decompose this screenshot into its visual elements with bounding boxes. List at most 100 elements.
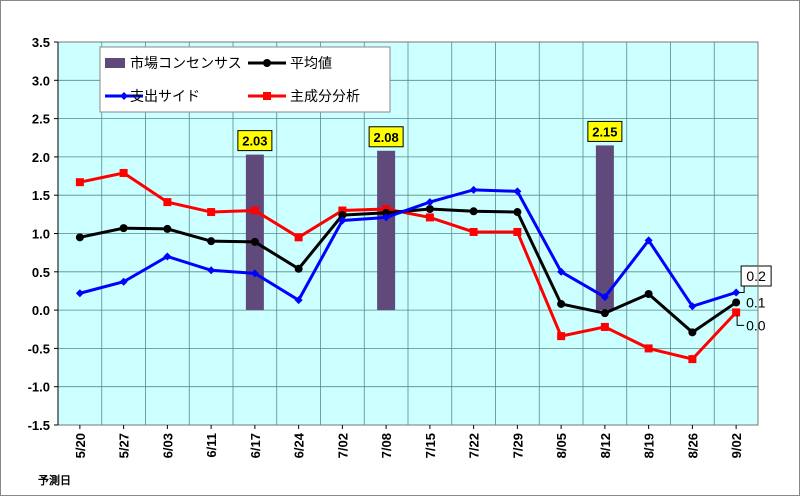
- x-tick-label: 7/15: [423, 433, 438, 458]
- point-marker: [338, 216, 347, 225]
- point-marker: [469, 227, 478, 236]
- point-marker: [338, 211, 347, 220]
- consensus-bar: [377, 150, 396, 311]
- point-marker: [732, 298, 741, 307]
- point-marker: [600, 322, 609, 331]
- point-marker: [600, 309, 609, 318]
- point-marker: [163, 224, 172, 233]
- x-tick-label: 6/11: [204, 433, 219, 458]
- end-label-expenditure: 0.2: [746, 268, 766, 284]
- end-label-average: 0.1: [746, 294, 766, 310]
- x-tick-label: 6/24: [292, 432, 307, 458]
- point-marker: [207, 237, 216, 246]
- point-marker: [644, 344, 653, 353]
- point-marker: [250, 269, 259, 278]
- legend: 市場コンセンサス 平均値 支出サイド 主成分分析: [99, 46, 391, 113]
- x-tick-label: 5/20: [73, 433, 88, 458]
- point-marker: [688, 355, 697, 364]
- y-tick-label: 2.5: [32, 112, 50, 127]
- point-marker: [119, 277, 128, 286]
- y-tick-label: 1.5: [32, 188, 50, 203]
- point-marker: [120, 92, 128, 100]
- y-tick-label: 3.5: [32, 35, 50, 50]
- bar-label-box: [237, 130, 273, 152]
- consensus-bar: [245, 154, 264, 311]
- point-marker: [644, 290, 653, 299]
- point-marker: [294, 233, 303, 242]
- point-marker: [513, 227, 522, 236]
- x-tick-label: 7/22: [467, 433, 482, 458]
- x-tick-label: 9/02: [729, 433, 744, 458]
- point-marker: [557, 299, 566, 308]
- point-marker: [425, 198, 434, 207]
- point-marker: [644, 236, 653, 245]
- point-marker: [75, 178, 84, 187]
- point-marker: [75, 289, 84, 298]
- legend-label-consensus: 市場コンセンサス: [130, 55, 242, 72]
- legend-label-average: 平均値: [290, 56, 332, 72]
- point-marker: [382, 208, 391, 217]
- end-label-box: [740, 265, 772, 287]
- bar-data-label: 2.03: [242, 134, 267, 149]
- point-marker: [163, 198, 172, 207]
- point-marker: [263, 59, 271, 67]
- point-marker: [119, 168, 128, 177]
- x-tick-label: 6/03: [160, 433, 175, 458]
- point-marker: [513, 187, 522, 196]
- point-marker: [75, 233, 84, 242]
- legend-swatch-consensus: [105, 58, 125, 68]
- x-tick-label: 6/17: [248, 433, 263, 458]
- x-tick-label: 5/27: [117, 433, 132, 458]
- point-marker: [382, 213, 391, 222]
- bar-data-label: 2.15: [592, 124, 617, 139]
- point-marker: [425, 213, 434, 222]
- point-marker: [557, 332, 566, 341]
- point-marker: [250, 206, 259, 215]
- point-marker: [207, 266, 216, 275]
- point-marker: [163, 252, 172, 261]
- y-tick-label: -1.0: [28, 380, 50, 395]
- y-tick-label: -1.5: [28, 418, 50, 433]
- point-marker: [513, 208, 522, 217]
- series-line-2: [79, 171, 738, 361]
- point-marker: [469, 207, 478, 216]
- point-marker: [294, 264, 303, 273]
- point-marker: [469, 185, 478, 194]
- y-tick-label: 0.5: [32, 265, 50, 280]
- point-marker: [425, 204, 434, 213]
- point-marker: [338, 206, 347, 215]
- end-label-pca: 0.0: [746, 317, 766, 333]
- bar-label-box: [368, 126, 404, 148]
- point-marker: [294, 296, 303, 305]
- point-marker: [250, 237, 259, 246]
- point-marker: [688, 302, 697, 311]
- y-tick-label: 0.0: [32, 303, 50, 318]
- x-tick-label: 7/02: [335, 433, 350, 458]
- y-tick-label: -0.5: [28, 341, 50, 356]
- point-marker: [557, 267, 566, 276]
- x-tick-label: 8/19: [642, 433, 657, 458]
- point-marker: [600, 293, 609, 302]
- y-tick-label: 1.0: [32, 227, 50, 242]
- series-line-1: [79, 188, 737, 309]
- bar-data-label: 2.08: [373, 130, 398, 145]
- x-tick-label: 7/29: [510, 433, 525, 458]
- x-tick-label: 8/05: [554, 433, 569, 458]
- point-marker: [688, 328, 697, 337]
- y-tick-label: 2.0: [32, 150, 50, 165]
- y-tick-label: 3.0: [32, 73, 50, 88]
- legend-label-expenditure: 支出サイド: [130, 89, 200, 105]
- x-axis-title: 予測日: [38, 473, 71, 487]
- point-marker: [263, 92, 271, 100]
- legend-label-pca: 主成分分析: [290, 89, 360, 105]
- x-tick-label: 8/26: [685, 433, 700, 458]
- consensus-bar: [595, 145, 614, 311]
- x-tick-label: 8/12: [598, 433, 613, 458]
- point-marker: [119, 224, 128, 233]
- point-marker: [732, 288, 741, 297]
- point-marker: [207, 208, 216, 217]
- x-tick-label: 7/08: [379, 433, 394, 458]
- point-marker: [732, 308, 741, 317]
- label-leader: [736, 315, 745, 326]
